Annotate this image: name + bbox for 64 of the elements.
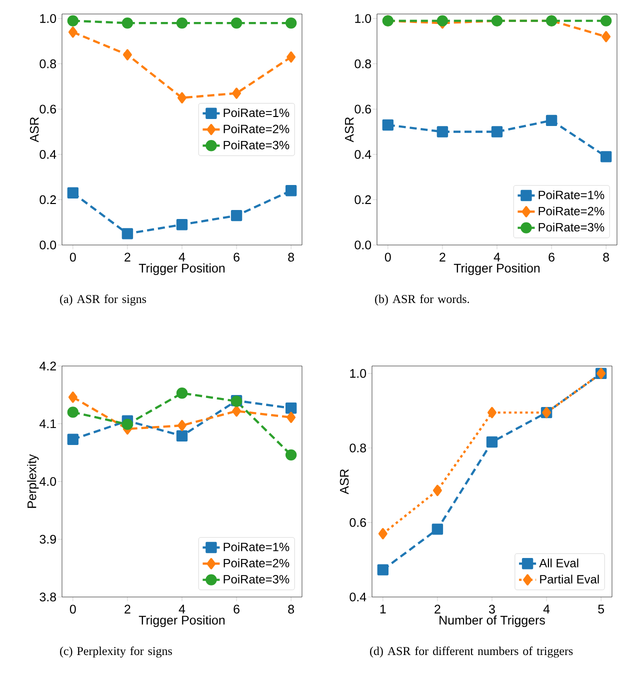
x-tick-label: 2 [434, 604, 440, 614]
legend-label: Partial Eval [540, 574, 599, 584]
x-tick-label: 5 [598, 604, 604, 614]
y-tick-label: 1.0 [355, 14, 372, 23]
legend-label: All Eval [539, 558, 578, 568]
x-tick-label: 4 [543, 604, 550, 614]
legend-label: PoiRate=3% [224, 140, 290, 150]
y-axis-title: ASR [30, 117, 39, 142]
y-tick-label: 0.6 [350, 518, 366, 527]
x-tick-label: 6 [234, 604, 240, 614]
x-axis-title: Trigger Position [138, 615, 225, 628]
y-tick-label: 0.0 [40, 240, 56, 250]
y-axis-title: Perplexity [27, 454, 39, 508]
x-tick-label: 0 [385, 252, 391, 262]
legend-label: PoiRate=2% [224, 558, 290, 568]
x-tick-label: 1 [380, 604, 386, 614]
y-tick-label: 0.2 [354, 195, 372, 204]
x-tick-label: 2 [440, 252, 446, 262]
x-tick-label: 0 [70, 252, 76, 262]
x-tick-label: 8 [288, 252, 294, 262]
x-tick-label: 3 [489, 604, 495, 614]
y-tick-label: 4.0 [40, 477, 56, 486]
y-axis-title: ASR [340, 469, 349, 494]
y-axis-title: ASR [345, 117, 354, 142]
y-tick-label: 0.8 [354, 59, 372, 68]
legend-label: PoiRate=1% [224, 108, 290, 118]
x-tick-label: 4 [494, 252, 500, 262]
y-tick-label: 1.0 [350, 369, 366, 378]
x-tick-label: 6 [548, 252, 555, 262]
legend-label: PoiRate=2% [538, 206, 604, 216]
legend-label: PoiRate=3% [538, 222, 604, 232]
y-tick-label: 0.6 [40, 104, 56, 114]
legend-label: PoiRate=2% [224, 124, 290, 134]
y-tick-label: 0.8 [40, 59, 56, 68]
y-tick-label: 1.0 [40, 14, 56, 23]
x-tick-label: 4 [178, 252, 186, 262]
y-tick-label: 0.4 [354, 150, 372, 159]
y-tick-label: 4.1 [40, 419, 56, 428]
y-tick-label: 0.8 [350, 444, 366, 452]
x-axis-title: Trigger Position [454, 263, 540, 276]
y-tick-label: 0.4 [350, 592, 366, 602]
x-tick-label: 8 [288, 604, 294, 614]
text: (d) ASR for different numbers of triggers [370, 646, 573, 658]
legend-label: PoiRate=3% [224, 574, 290, 584]
x-tick-label: 8 [603, 252, 610, 262]
y-tick-label: 0.6 [354, 104, 372, 114]
x-tick-label: 2 [124, 252, 130, 262]
legend-label: PoiRate=1% [224, 542, 290, 552]
x-tick-label: 4 [178, 604, 186, 614]
x-tick-label: 0 [70, 604, 76, 614]
x-tick-label: 2 [124, 604, 130, 614]
x-tick-label: 6 [234, 252, 240, 262]
y-tick-label: 4.2 [40, 362, 56, 370]
text: (a) ASR for signs [60, 294, 146, 306]
y-tick-label: 3.9 [40, 534, 56, 544]
y-tick-label: 0.0 [354, 240, 372, 250]
y-tick-label: 3.8 [40, 592, 56, 602]
text: (c) Perplexity for signs [60, 646, 172, 658]
legend-label: PoiRate=1% [538, 190, 604, 200]
y-tick-label: 0.4 [40, 150, 56, 159]
x-axis-title: Number of Triggers [440, 615, 546, 628]
text: (b) ASR for words. [375, 294, 470, 306]
x-axis-title: Trigger Position [138, 263, 225, 276]
y-tick-label: 0.2 [40, 195, 56, 204]
